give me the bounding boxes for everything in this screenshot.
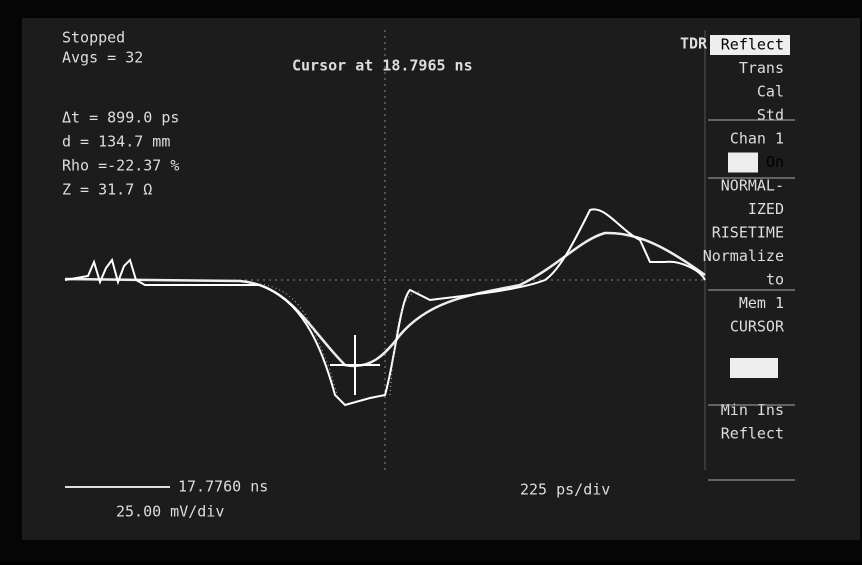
menu-item: Normalize: [703, 247, 784, 265]
vertical-scale: 25.00 mV/div: [116, 503, 224, 521]
trace-normalized: [64, 231, 706, 368]
menu-item: IZED: [748, 200, 784, 218]
mode: TDR: [680, 35, 708, 53]
menu-item: On: [766, 153, 784, 171]
menu-item: Min Ins: [721, 401, 784, 419]
readout: Δt = 899.0 ps: [62, 109, 179, 127]
menu-item: Trans: [739, 59, 784, 77]
status-averages: Avgs = 32: [62, 49, 143, 67]
readout: Z = 31.7 Ω: [62, 181, 152, 199]
readout: Rho =-22.37 %: [62, 157, 179, 175]
menu-item: Cal: [757, 83, 784, 101]
readout: d = 134.7 mm: [62, 133, 170, 151]
menu-item: NORMAL-: [721, 177, 784, 195]
trace-memory: [259, 283, 421, 399]
menu-item: Std: [757, 106, 784, 124]
menu-item: Mem 1: [739, 294, 784, 312]
menu-item: RISETIME: [712, 224, 784, 242]
cursor-box: [730, 358, 778, 378]
time-ref: 17.7760 ns: [178, 478, 268, 496]
cursor-readout: Cursor at 18.7965 ns: [292, 57, 473, 75]
trace-raw: [64, 208, 706, 407]
menu-item: CURSOR: [730, 318, 785, 336]
status-state: Stopped: [62, 29, 125, 47]
menu-item: Chan 1: [730, 130, 784, 148]
menu-item: Reflect: [721, 36, 784, 54]
menu-highlight: [710, 35, 790, 55]
menu-item: to: [766, 271, 784, 289]
menu-item: Reflect: [721, 425, 784, 443]
menu-highlight: [728, 152, 758, 173]
horizontal-scale: 225 ps/div: [520, 481, 610, 499]
readouts: Δt = 899.0 ps d = 134.7 mm Rho =-22.37 % Z …: [62, 109, 179, 199]
menu: Reflect Trans Cal Std Chan 1 On NORMAL- IZED RIS…: [703, 35, 795, 481]
